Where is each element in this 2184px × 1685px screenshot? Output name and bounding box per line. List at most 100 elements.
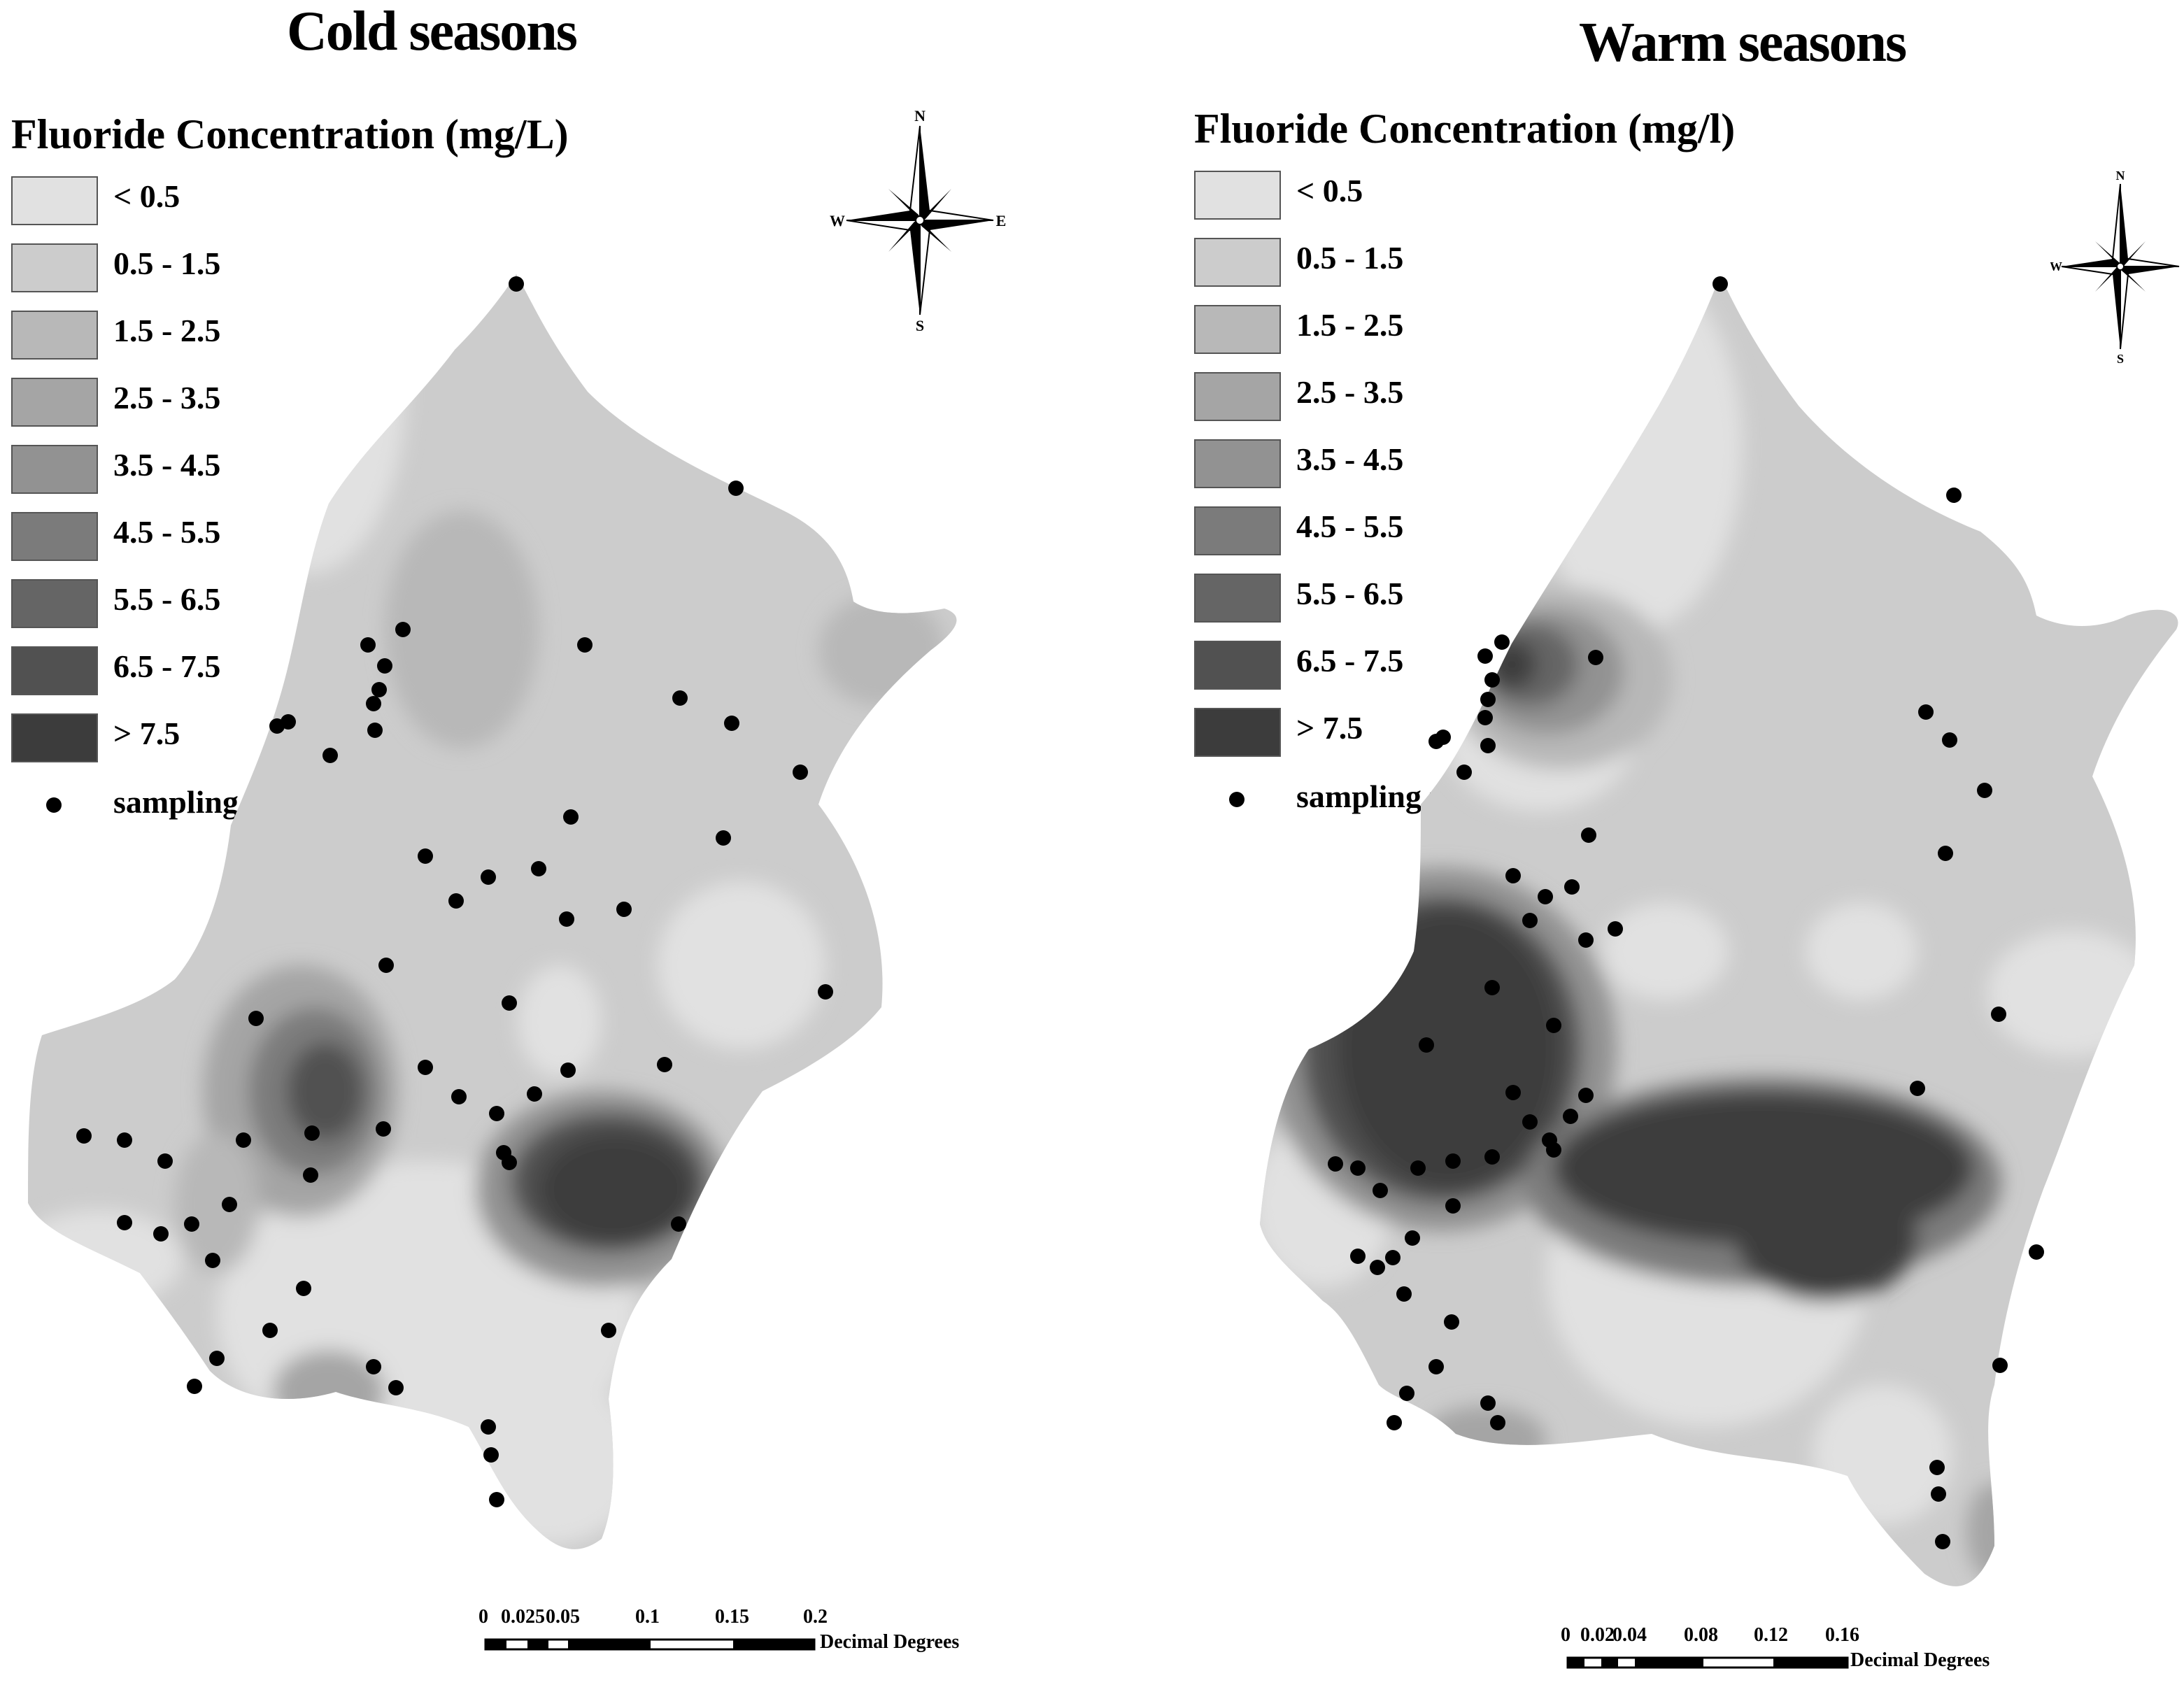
fluoride-map: [1260, 276, 2178, 1669]
legend-label: 0.5 - 1.5: [1296, 240, 1404, 276]
sampling-point: [1480, 1395, 1496, 1411]
sampling-point: [672, 690, 688, 706]
sampling-point: [1931, 1486, 1946, 1502]
sampling-point: [1350, 1160, 1366, 1176]
sampling-point: [248, 1011, 264, 1026]
sampling-point: [489, 1106, 504, 1121]
legend-label: 5.5 - 6.5: [1296, 576, 1404, 611]
legend-label: > 7.5: [1296, 710, 1363, 746]
sampling-point: [157, 1153, 173, 1169]
scale-tick: 0: [478, 1606, 488, 1628]
sampling-point: [184, 1216, 199, 1232]
sampling-point-symbol: [1229, 792, 1245, 807]
sampling-point: [1546, 1018, 1561, 1033]
cold-seasons-panel: Cold seasons Fluoride Concentration (mg/…: [11, 1, 1006, 1653]
sampling-point: [1942, 732, 1957, 748]
fluoride-map: [28, 274, 957, 1651]
sampling-point: [1581, 827, 1596, 843]
sampling-point: [1480, 738, 1496, 753]
sampling-point: [1373, 1183, 1388, 1198]
scale-tick: 0.04: [1612, 1624, 1647, 1646]
sampling-point: [1546, 1142, 1561, 1158]
sampling-point: [616, 902, 632, 917]
legend-label: 5.5 - 6.5: [113, 581, 221, 617]
sampling-point: [560, 1062, 576, 1078]
sampling-point: [483, 1447, 499, 1463]
sampling-point: [1992, 1358, 2008, 1373]
sampling-point: [1428, 1359, 1444, 1374]
sampling-point: [1444, 1314, 1459, 1330]
sampling-point: [1385, 1250, 1401, 1265]
legend-label: 0.5 - 1.5: [113, 246, 221, 281]
scale-tick: 0.08: [1684, 1624, 1718, 1646]
sampling-point: [818, 984, 833, 1000]
sampling-point: [671, 1216, 686, 1232]
sampling-point: [322, 748, 338, 763]
sampling-point: [481, 869, 496, 885]
sampling-point: [1399, 1386, 1414, 1401]
sampling-point: [1946, 488, 1962, 503]
sampling-point: [601, 1323, 616, 1338]
sampling-point: [76, 1128, 92, 1144]
legend-label: 1.5 - 2.5: [1296, 307, 1404, 343]
sampling-point: [1522, 1114, 1538, 1130]
legend-swatch: [1194, 641, 1281, 690]
sampling-point: [1456, 765, 1472, 780]
sampling-point: [1713, 276, 1728, 292]
sampling-point: [1918, 704, 1934, 720]
sampling-point: [1938, 846, 1953, 861]
sampling-point: [1477, 710, 1493, 725]
legend-swatch: [11, 445, 98, 494]
legend-label: 1.5 - 2.5: [113, 313, 221, 348]
sampling-point: [378, 958, 394, 973]
sampling-point: [1484, 1149, 1500, 1165]
legend-swatch: [11, 512, 98, 561]
sampling-point: [1522, 913, 1538, 928]
sampling-point: [577, 637, 593, 653]
sampling-point: [1387, 1415, 1402, 1430]
legend-swatch: [11, 176, 98, 225]
sampling-point: [793, 765, 808, 780]
sampling-point: [418, 848, 433, 864]
compass-n: N: [2116, 169, 2125, 183]
sampling-point: [1929, 1460, 1945, 1475]
sampling-point: [360, 637, 376, 653]
scale-tick: 0.12: [1754, 1624, 1788, 1646]
legend-label: > 7.5: [113, 716, 180, 751]
sampling-point: [269, 718, 285, 734]
sampling-point: [1328, 1156, 1343, 1172]
sampling-point: [728, 481, 744, 496]
legend-swatch: [1194, 171, 1281, 220]
legend-swatch: [1194, 439, 1281, 488]
scale-tick: 0.1: [635, 1606, 660, 1628]
sampling-point: [1538, 889, 1553, 904]
sampling-point: [724, 716, 739, 731]
sampling-point: [1935, 1534, 1950, 1549]
sampling-point: [531, 861, 546, 876]
scale-tick: 0: [1561, 1624, 1570, 1646]
sampling-point: [1350, 1249, 1366, 1264]
scale-bar: [484, 1638, 816, 1651]
north-arrow-icon: N S W: [2050, 169, 2180, 366]
sampling-point: [222, 1197, 237, 1212]
legend-title: Fluoride Concentration (mg/l): [1194, 106, 1736, 152]
legend-label: 6.5 - 7.5: [1296, 643, 1404, 678]
sampling-point: [1608, 921, 1623, 937]
sampling-point: [1435, 730, 1451, 745]
sampling-point: [371, 682, 387, 697]
sampling-point: [376, 1121, 391, 1137]
scale-unit: Decimal Degrees: [820, 1631, 960, 1653]
sampling-point: [262, 1323, 278, 1338]
panel-title: Warm seasons: [1579, 12, 1907, 73]
legend-swatch: [1194, 238, 1281, 287]
sampling-point: [153, 1226, 169, 1242]
sampling-point: [1405, 1230, 1420, 1246]
sampling-point: [481, 1419, 496, 1435]
sampling-point: [509, 276, 524, 292]
legend-label: 4.5 - 5.5: [1296, 509, 1404, 544]
legend-swatch: [11, 311, 98, 360]
sampling-point: [451, 1089, 467, 1104]
legend-label: 3.5 - 4.5: [113, 447, 221, 483]
legend-swatch: [11, 713, 98, 762]
sampling-point: [1505, 1085, 1521, 1100]
